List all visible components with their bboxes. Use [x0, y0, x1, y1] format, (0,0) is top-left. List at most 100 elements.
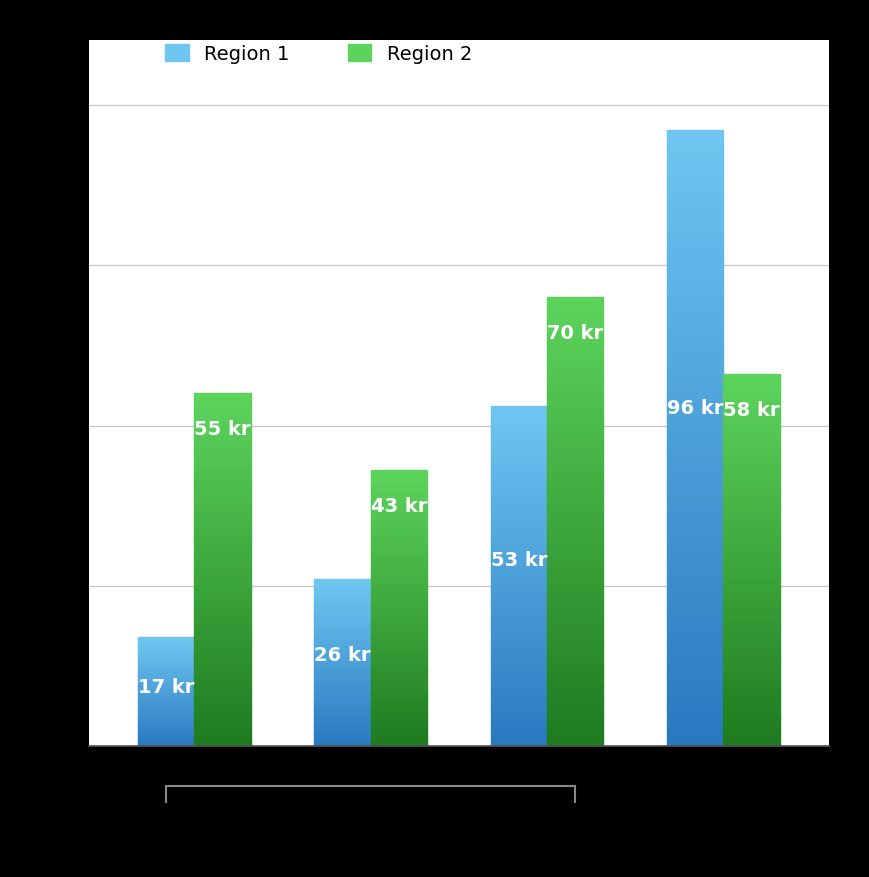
Bar	[195, 609, 250, 611]
Bar	[490, 469, 547, 472]
Bar	[490, 596, 547, 599]
Bar	[195, 638, 250, 641]
Bar	[722, 459, 779, 461]
Bar	[547, 679, 602, 683]
Bar	[195, 617, 250, 620]
Bar	[370, 597, 427, 600]
Bar	[195, 720, 250, 724]
Bar	[722, 744, 779, 746]
Bar	[722, 638, 779, 641]
Bar	[370, 731, 427, 733]
Bar	[490, 633, 547, 636]
Bar	[370, 609, 427, 611]
Bar	[370, 611, 427, 613]
Bar	[722, 631, 779, 635]
Bar	[490, 545, 547, 548]
Bar	[547, 485, 602, 488]
Bar	[490, 529, 547, 531]
Bar	[722, 378, 779, 381]
Bar	[666, 505, 722, 510]
Bar	[547, 346, 602, 350]
Bar	[547, 297, 602, 302]
Bar	[490, 613, 547, 617]
Bar	[547, 623, 602, 627]
Bar	[490, 602, 547, 605]
Bar	[666, 157, 722, 162]
Bar	[490, 712, 547, 716]
Bar	[490, 619, 547, 622]
Bar	[722, 554, 779, 558]
Bar	[138, 652, 195, 653]
Bar	[195, 717, 250, 720]
Bar	[314, 684, 370, 686]
Bar	[138, 653, 195, 654]
Bar	[195, 514, 250, 517]
Bar	[666, 634, 722, 639]
Bar	[370, 560, 427, 563]
Bar	[138, 713, 195, 714]
Bar	[490, 543, 547, 545]
Bar	[547, 522, 602, 526]
Bar	[195, 503, 250, 506]
Bar	[490, 421, 547, 424]
Bar	[138, 666, 195, 667]
Bar	[314, 708, 370, 709]
Bar	[490, 435, 547, 438]
Bar	[314, 701, 370, 702]
Bar	[138, 670, 195, 671]
Bar	[490, 520, 547, 523]
Bar	[490, 483, 547, 486]
Bar	[138, 671, 195, 672]
Bar	[195, 485, 250, 488]
Bar	[666, 521, 722, 526]
Bar	[547, 668, 602, 672]
Bar	[195, 461, 250, 465]
Bar	[370, 583, 427, 586]
Bar	[314, 702, 370, 703]
Bar	[666, 638, 722, 644]
Bar	[314, 595, 370, 596]
Bar	[370, 650, 427, 652]
Bar	[195, 676, 250, 679]
Bar	[195, 596, 250, 600]
Bar	[490, 617, 547, 619]
Bar	[195, 450, 250, 453]
Bar	[370, 696, 427, 698]
Bar	[547, 597, 602, 601]
Bar	[666, 367, 722, 372]
Bar	[195, 438, 250, 441]
Bar	[370, 567, 427, 570]
Bar	[666, 644, 722, 649]
Bar	[195, 602, 250, 605]
Bar	[547, 645, 602, 649]
Bar	[370, 724, 427, 726]
Bar	[138, 695, 195, 696]
Bar	[138, 693, 195, 694]
Bar	[666, 244, 722, 249]
Bar	[722, 424, 779, 427]
Bar	[490, 477, 547, 481]
Bar	[195, 614, 250, 617]
Bar	[314, 641, 370, 643]
Bar	[195, 426, 250, 429]
Bar	[490, 631, 547, 633]
Bar	[490, 554, 547, 557]
Bar	[547, 410, 602, 414]
Bar	[195, 591, 250, 594]
Bar	[490, 506, 547, 509]
Bar	[666, 224, 722, 229]
Bar	[490, 594, 547, 596]
Bar	[666, 665, 722, 670]
Bar	[722, 390, 779, 393]
Bar	[138, 685, 195, 686]
Bar	[666, 546, 722, 552]
Bar	[314, 646, 370, 648]
Bar	[195, 517, 250, 520]
Bar	[547, 631, 602, 634]
Bar	[370, 510, 427, 512]
Bar	[195, 635, 250, 638]
Bar	[314, 603, 370, 605]
Bar	[547, 739, 602, 743]
Bar	[314, 660, 370, 662]
Bar	[490, 591, 547, 594]
